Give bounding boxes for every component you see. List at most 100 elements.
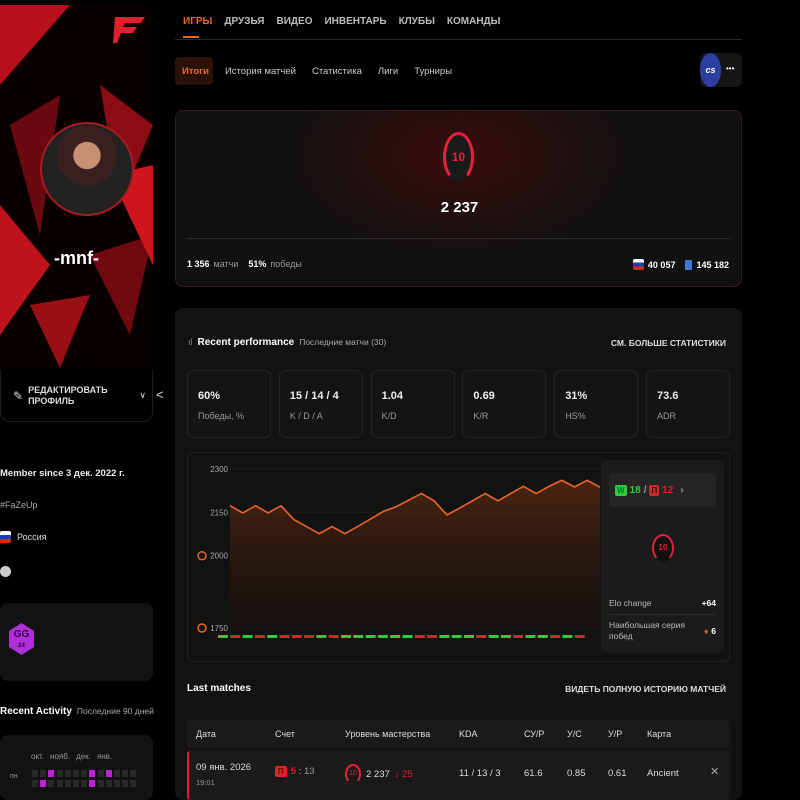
activity-cell [56,780,63,787]
result-marker [488,635,499,638]
more-stats-link[interactable]: СМ. БОЛЬШЕ СТАТИСТИКИ [610,338,726,348]
score: П 5 : 13 [275,766,315,777]
game-switcher[interactable]: cs ••• [700,53,742,87]
loss-badge: П [275,766,287,777]
activity-cell [130,780,137,787]
result-marker [341,635,351,638]
performance-subtitle: Последние матчи (30) [299,337,387,347]
result-marker [316,635,327,638]
activity-months: окт. нояб. дек. янв. [31,752,113,761]
rankings[interactable]: 40 057 145 182 [632,259,729,270]
column-header: У/С [567,729,582,739]
subtab-0[interactable]: Итоги [182,66,209,77]
elo-change-row: Elo change +64 [609,598,716,608]
stat-card: 31% HS% [554,370,639,438]
summary-divider [186,238,731,239]
column-header: Дата [196,729,216,739]
sub-tabs: Итоги История матчей Статистика Лиги Турниры [182,66,452,77]
tab-1[interactable]: ДРУЗЬЯ [224,16,265,27]
result-marker [451,635,462,638]
chevron-down-icon: ∨ [139,390,146,400]
result-marker [328,635,339,638]
result-marker [377,635,388,638]
member-since: Member since 3 дек. 2022 г. [0,468,125,479]
activity-cell [48,770,55,777]
elo-cell: 10 2 237 ↓ 25 [345,764,413,784]
tab-5[interactable]: КОМАНДЫ [446,16,501,27]
activity-cell [105,780,112,787]
subtab-1[interactable]: История матчей [224,66,296,77]
result-marker [279,635,290,638]
activity-cell [32,770,38,777]
recent-activity-subtitle: Последние 90 дней [76,706,154,716]
subtab-3[interactable]: Лиги [377,66,399,77]
badges-card: GG 24 [0,603,153,681]
elo-change-value: +64 [701,598,716,608]
tab-2[interactable]: ВИДЕО [276,16,313,27]
tab-3[interactable]: ИНВЕНТАРЬ [324,16,387,27]
result-marker [304,635,315,638]
recent-activity-title: Recent Activity [0,706,72,717]
result-marker [218,635,228,638]
profile-tag: #FaZeUp [0,500,38,510]
subtab-2[interactable]: Статистика [311,66,362,77]
last-matches-title: Last matches [187,683,251,694]
activity-cell [97,780,104,787]
activity-cell [48,780,55,787]
bar-chart-icon: ıl [188,337,193,347]
activity-cell [81,770,88,777]
result-marker [353,635,364,638]
result-marker [402,635,413,638]
result-marker [291,635,302,638]
activity-cell [89,770,96,777]
activity-cell [73,780,79,787]
activity-cell [114,780,120,787]
result-marker [427,635,438,638]
edit-profile-button[interactable]: ✎ РЕДАКТИРОВАТЬ ПРОФИЛЬ ∨ [0,370,153,422]
matches-header-row [187,720,730,748]
recent-activity-header: Recent Activity Последние 90 дней [0,706,154,717]
y-tick-label: 2000 [210,552,228,561]
share-icon[interactable]: < [156,387,164,402]
level-10-icon: 10 [443,132,474,182]
full-history-link[interactable]: ВИДЕТЬ ПОЛНУЮ ИСТОРИЮ МАТЧЕЙ [565,684,726,694]
map-icon: ✕ [710,766,720,778]
flag-russia-icon [632,259,644,270]
result-marker [500,635,511,638]
elo-summary-card: 10 2 237 1 356 матчи 51% победы 40 057 145 … [175,110,742,287]
result-marker [550,635,561,638]
y-tick-label: 1750 [210,624,228,633]
match-count: 1 356 матчи 51% победы [187,259,302,269]
result-marker [562,635,573,638]
activity-cell [97,770,104,777]
activity-cell [89,780,96,787]
result-marker [414,635,425,638]
stat-card: 1.04 K/D [370,370,455,438]
profile-card: -mnf- [0,5,153,368]
activity-cell [105,770,112,777]
profile-country: Россия [17,532,47,542]
tab-4[interactable]: КЛУБЫ [398,16,435,27]
y-tick-label: 2150 [210,508,228,517]
steam-icon[interactable] [0,566,11,577]
activity-cell [64,770,71,777]
cs-game-icon: cs [700,53,721,87]
column-header: У/Р [608,729,623,739]
result-marker [513,635,524,638]
result-marker [476,635,487,638]
activity-cell [32,780,38,787]
profile-name: -mnf- [54,248,99,268]
activity-cell [73,770,79,777]
elo-area [230,480,600,628]
column-header: Счет [275,729,295,739]
elo-line [229,479,600,535]
main-tabs: ИГРЫ ДРУЗЬЯ ВИДЕО ИНВЕНТАРЬ КЛУБЫ КОМАНДЫ [183,16,500,27]
avatar [40,122,134,216]
win-loss-summary[interactable]: W 18/П 12 › [609,473,716,507]
y-tick-label: 2300 [210,465,228,474]
level-icon [197,550,207,561]
subtab-4[interactable]: Турниры [414,66,453,77]
more-icon[interactable]: ••• [726,64,735,73]
tab-0[interactable]: ИГРЫ [183,16,213,27]
